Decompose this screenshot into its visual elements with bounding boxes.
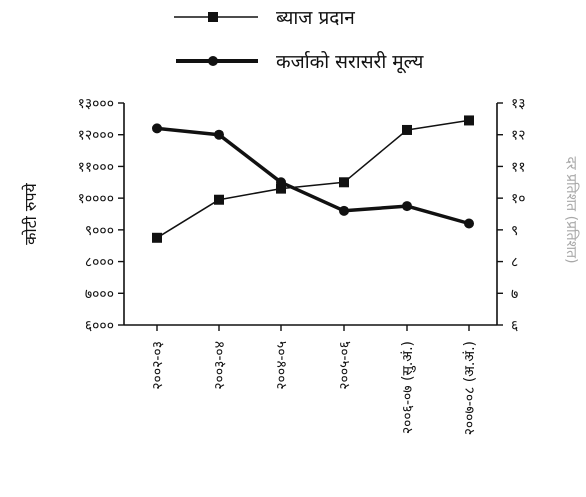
- y-axis-label-right: दर प्रतिशत (प्रतिशत): [563, 156, 580, 263]
- x-ticks: २००२-०३ २००३-०४ २००४-०५ २००५-०६ २००६-०७ (सु.…: [150, 325, 478, 435]
- series-point-1: [402, 201, 412, 212]
- series-point-1: [214, 129, 224, 140]
- y-tick-left-label: ८०००: [85, 255, 114, 271]
- y-axis-label-left: कोटी रुपये: [21, 182, 40, 244]
- y-tick-right-label: ८: [511, 255, 518, 271]
- y-tick-left-label: ७०००: [85, 286, 114, 302]
- x-tick-label: २००३-०४: [212, 341, 228, 390]
- x-tick-label: २००२-०३: [150, 341, 166, 390]
- y-tick-left-label: १३०००: [78, 96, 114, 112]
- y-tick-left-label: १२०००: [78, 128, 114, 144]
- series-point-1: [152, 123, 162, 134]
- series-line-1: [156, 126, 470, 226]
- y-tick-left-label: ९०००: [85, 223, 114, 239]
- y-tick-left-label: ११०००: [78, 159, 114, 175]
- series-point-0: [339, 177, 349, 188]
- y-tick-right-label: ९: [511, 223, 518, 239]
- series-point-0: [214, 194, 224, 205]
- series-line-0: [156, 119, 470, 239]
- y-tick-right-label: ११: [511, 159, 526, 175]
- series-point-0: [152, 232, 162, 243]
- plot-area: [152, 115, 474, 243]
- legend-entry-interest: ब्याज प्रदान: [174, 7, 355, 29]
- series-point-0: [276, 183, 286, 194]
- x-axis: २००२-०३ २००३-०४ २००४-०५ २००५-०६ २००६-०७ (सु.…: [124, 324, 497, 435]
- series-point-0: [402, 124, 412, 135]
- series-point-1: [276, 177, 286, 188]
- y-tick-left-label: १००००: [78, 191, 114, 207]
- legend-label-interest: ब्याज प्रदान: [276, 7, 355, 29]
- y-ticks-right: ६ ७ ८ ९ १० ११ १२ १३: [497, 96, 526, 334]
- y-ticks-left: ६००० ७००० ८००० ९००० १०००० ११००० १२००० १३०००: [78, 96, 124, 334]
- y-tick-right-label: १२: [511, 128, 526, 144]
- series-point-1: [339, 205, 349, 216]
- y-tick-right-label: ६: [511, 318, 518, 334]
- y-tick-right-label: १०: [511, 191, 526, 207]
- legend-marker-interest: [208, 12, 218, 22]
- y-tick-right-label: १३: [511, 96, 526, 112]
- x-tick-label: २००४-०५: [274, 341, 290, 390]
- y-axis-left: ६००० ७००० ८००० ९००० १०००० ११००० १२००० १३००० कोट…: [21, 96, 125, 334]
- x-tick-label: २००५-०६: [337, 341, 353, 390]
- legend-marker-loan: [208, 56, 218, 66]
- legend: ब्याज प्रदान कर्जाको सरासरी मूल्य: [174, 7, 424, 74]
- series-point-0: [464, 115, 474, 126]
- y-axis-right: ६ ७ ८ ९ १० ११ १२ १३ दर प्रतिशत (प्रतिशत): [496, 96, 580, 334]
- legend-entry-loan: कर्जाको सरासरी मूल्य: [176, 50, 424, 74]
- x-tick-label: २००७-०८ (अ.अं.): [462, 341, 478, 435]
- y-tick-right-label: ७: [511, 286, 518, 302]
- x-tick-label: २००६-०७ (सु.अं.): [400, 341, 416, 434]
- series-point-1: [464, 218, 474, 229]
- y-tick-left-label: ६०००: [85, 318, 114, 334]
- legend-label-loan: कर्जाको सरासरी मूल्य: [276, 50, 424, 74]
